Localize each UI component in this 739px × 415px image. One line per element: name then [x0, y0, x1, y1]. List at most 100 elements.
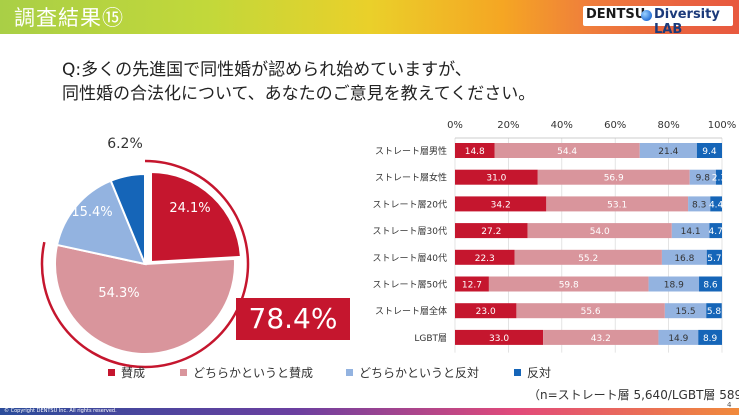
legend-swatch-somewhat-support — [180, 369, 187, 376]
bar-segment — [543, 329, 659, 345]
pie-slice-2 — [55, 179, 147, 266]
support-total-box: 78.4% — [236, 298, 350, 340]
question-line-2: 同性婚の合法化について、あなたのご意見を教えてください。 — [62, 84, 536, 104]
x-tick-label: 100% — [708, 120, 737, 131]
bar-value-label: 56.9 — [604, 174, 624, 184]
legend-label-oppose: 反対 — [527, 366, 552, 380]
pie-slice-3 — [109, 172, 146, 265]
category-label: ストレート層20代 — [373, 199, 447, 210]
bar-value-label: 59.8 — [559, 281, 579, 291]
legend-label-somewhat-oppose: どちらかというと反対 — [359, 366, 480, 380]
bar-segment — [455, 303, 517, 319]
category-label: ストレート層全体 — [375, 305, 447, 317]
bar-value-label: 55.6 — [581, 307, 601, 317]
pie-label-3: 6.2% — [107, 136, 143, 152]
legend-label-somewhat-support: どちらかというと賛成 — [193, 366, 314, 380]
bar-value-label: 9.8 — [696, 174, 711, 184]
bar-segment — [696, 143, 722, 158]
bar-segment — [527, 223, 672, 239]
brand-logo: DENTSU Diversity LAB — [583, 6, 733, 37]
bar-value-label: 4.7 — [709, 227, 723, 237]
pie-label-1: 54.3% — [98, 286, 139, 301]
legend-swatch-oppose — [514, 369, 521, 376]
bar-segment — [455, 249, 515, 265]
bar-segment — [706, 303, 722, 319]
logo-diversity-text: Diversity LAB — [654, 7, 720, 37]
pie-label-2: 15.4% — [71, 205, 112, 220]
bar-value-label: 34.2 — [491, 200, 511, 210]
pie-slice-1 — [54, 243, 236, 355]
bar-value-label: 2.3 — [712, 174, 726, 184]
bar-segment — [710, 196, 722, 212]
page-number: 4 — [727, 401, 732, 409]
bar-value-label: 33.0 — [489, 334, 509, 344]
support-arc — [40, 159, 250, 369]
bar-value-label: 23.0 — [476, 307, 496, 317]
category-label: ストレート層30代 — [373, 226, 447, 237]
bar-segment — [455, 223, 528, 239]
bar-value-label: 21.4 — [658, 147, 678, 157]
category-label: ストレート層男性 — [375, 145, 447, 157]
legend-swatch-somewhat-oppose — [346, 369, 353, 376]
bar-value-label: 16.8 — [674, 254, 694, 264]
copyright-text: © Copyright DENTSU Inc. All rights reser… — [4, 408, 117, 414]
bar-segment — [639, 143, 697, 158]
bar-segment — [546, 196, 689, 212]
bar-value-label: 14.9 — [668, 334, 688, 344]
bar-segment — [516, 303, 665, 319]
pie-slice-0 — [150, 170, 242, 264]
bar-value-label: 43.2 — [591, 334, 611, 344]
pie-label-0: 24.1% — [169, 201, 210, 216]
bar-segment — [661, 249, 707, 265]
header-banner: 調査結果⑮ DENTSU Diversity LAB — [0, 0, 739, 37]
bar-segment — [715, 169, 722, 185]
legend-label-support: 賛成 — [121, 366, 146, 380]
bar-segment — [455, 276, 489, 292]
legend-swatch-support — [108, 369, 115, 376]
bar-value-label: 31.0 — [486, 174, 506, 184]
page-title: 調査結果⑮ — [14, 6, 124, 30]
bar-segment — [706, 249, 722, 265]
bar-value-label: 54.0 — [590, 227, 610, 237]
bar-segment — [494, 143, 640, 158]
logo-dentsu-text: DENTSU — [586, 7, 646, 22]
bar-value-label: 8.6 — [703, 281, 718, 291]
bar-value-label: 55.2 — [578, 254, 598, 264]
bar-value-label: 18.9 — [664, 281, 684, 291]
x-tick-label: 60% — [604, 120, 626, 131]
bar-value-label: 53.1 — [607, 200, 627, 210]
bar-segment — [455, 196, 547, 212]
bar-segment — [689, 169, 716, 185]
legend-item-support: 賛成 — [108, 364, 145, 381]
x-tick-label: 0% — [447, 120, 463, 131]
bar-value-label: 15.5 — [676, 307, 696, 317]
bar-segment — [664, 303, 707, 319]
bar-value-label: 8.3 — [692, 200, 706, 210]
bar-value-label: 8.9 — [703, 334, 718, 344]
category-label: ストレート層40代 — [373, 253, 447, 264]
bar-value-label: 22.3 — [475, 254, 495, 264]
footer-bar — [0, 408, 739, 415]
sample-size-note: （n=ストレート層 5,640/LGBT層 589） — [528, 388, 739, 402]
bar-segment — [709, 223, 722, 239]
bar-segment — [699, 276, 722, 292]
globe-icon — [641, 10, 652, 21]
bar-value-label: 5.8 — [707, 307, 722, 317]
bar-value-label: 4.4 — [709, 200, 724, 210]
x-tick-label: 80% — [657, 120, 679, 131]
bar-value-label: 14.1 — [681, 227, 701, 237]
legend-item-somewhat-oppose: どちらかというと反対 — [346, 364, 479, 381]
bar-segment — [488, 276, 649, 292]
x-tick-label: 40% — [551, 120, 573, 131]
bar-segment — [514, 249, 662, 265]
bar-value-label: 14.8 — [465, 147, 485, 157]
bar-segment — [455, 169, 538, 185]
legend-item-somewhat-support: どちらかというと賛成 — [180, 364, 313, 381]
bar-segment — [648, 276, 700, 292]
survey-question: Q:多くの先進国で同性婚が認められ始めていますが、 同性婚の合法化について、あな… — [62, 58, 535, 106]
bar-segment — [698, 329, 722, 345]
bar-value-label: 12.7 — [462, 281, 482, 291]
bar-segment — [688, 196, 711, 212]
